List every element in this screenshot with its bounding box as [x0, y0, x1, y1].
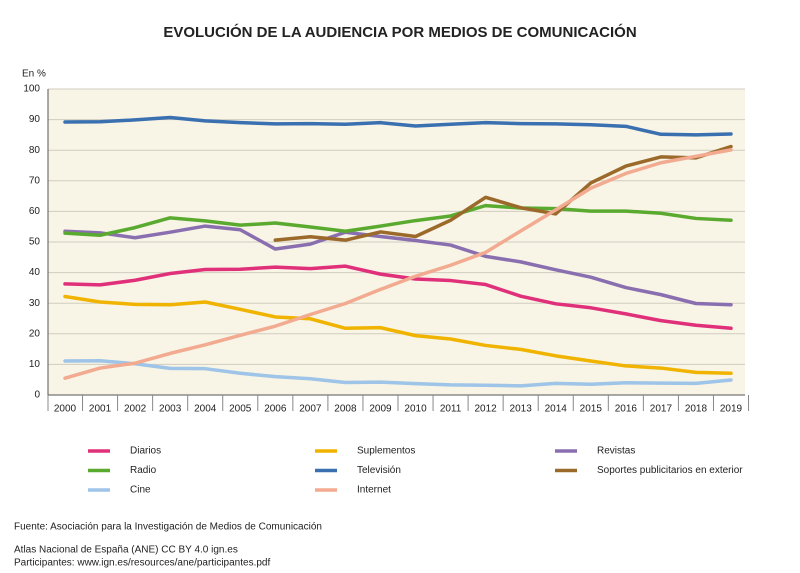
- series-line: [63, 294, 733, 376]
- series-line: [63, 148, 733, 380]
- credit: Participantes: www.ign.es/resources/ane/…: [14, 558, 270, 569]
- y-tick-label: 40: [29, 267, 41, 278]
- legend-label: Internet: [357, 485, 391, 496]
- series-line: [63, 264, 733, 331]
- series-line: [63, 203, 733, 238]
- series-line: [63, 115, 733, 137]
- x-tick-label: 2019: [720, 404, 743, 415]
- x-tick-label: 2005: [229, 404, 252, 415]
- x-tick-label: 2016: [615, 404, 638, 415]
- x-tick-label: 2006: [264, 404, 287, 415]
- x-tick-label: 2015: [580, 404, 603, 415]
- x-tick-label: 2007: [299, 404, 322, 415]
- x-tick-label: 2013: [510, 404, 533, 415]
- legend-label: Soportes publicitarios en exterior: [597, 465, 743, 476]
- y-tick-label: 0: [34, 390, 40, 401]
- x-tick-label: 2008: [334, 404, 357, 415]
- x-tick-label: 2004: [194, 404, 217, 415]
- x-tick-label: 2010: [404, 404, 427, 415]
- y-tick-label: 10: [29, 359, 41, 370]
- chart-title: EVOLUCIÓN DE LA AUDIENCIA POR MEDIOS DE …: [163, 23, 636, 41]
- legend-label: Cine: [130, 485, 151, 496]
- y-tick-label: 30: [29, 298, 41, 309]
- legend-label: Revistas: [597, 446, 635, 457]
- y-tick-label: 50: [29, 237, 41, 248]
- source: Fuente: Asociación para la Investigación…: [14, 522, 322, 533]
- y-tick-label: 70: [29, 175, 41, 186]
- y-tick-label: 90: [29, 114, 41, 125]
- credit: Atlas Nacional de España (ANE) CC BY 4.0…: [14, 545, 238, 556]
- y-tick-label: 100: [23, 84, 40, 95]
- x-tick-label: 2012: [475, 404, 498, 415]
- y-axis-label: En %: [22, 69, 46, 80]
- y-tick-label: 80: [29, 145, 41, 156]
- series-line: [273, 144, 733, 242]
- x-tick-label: 2017: [650, 404, 673, 415]
- legend-label: Diarios: [130, 446, 161, 457]
- series-line: [63, 224, 733, 307]
- x-tick-label: 2018: [685, 404, 708, 415]
- legend-label: Televisión: [357, 465, 401, 476]
- legend-label: Suplementos: [357, 446, 415, 457]
- x-tick-label: 2002: [124, 404, 147, 415]
- legend-label: Radio: [130, 465, 157, 476]
- x-tick-label: 2014: [545, 404, 568, 415]
- series-line: [63, 358, 733, 388]
- y-tick-label: 20: [29, 328, 41, 339]
- x-tick-label: 2009: [369, 404, 392, 415]
- y-tick-label: 60: [29, 206, 41, 217]
- x-tick-label: 2011: [440, 404, 462, 415]
- x-tick-label: 2001: [89, 404, 112, 415]
- x-tick-label: 2000: [54, 404, 77, 415]
- x-tick-label: 2003: [159, 404, 182, 415]
